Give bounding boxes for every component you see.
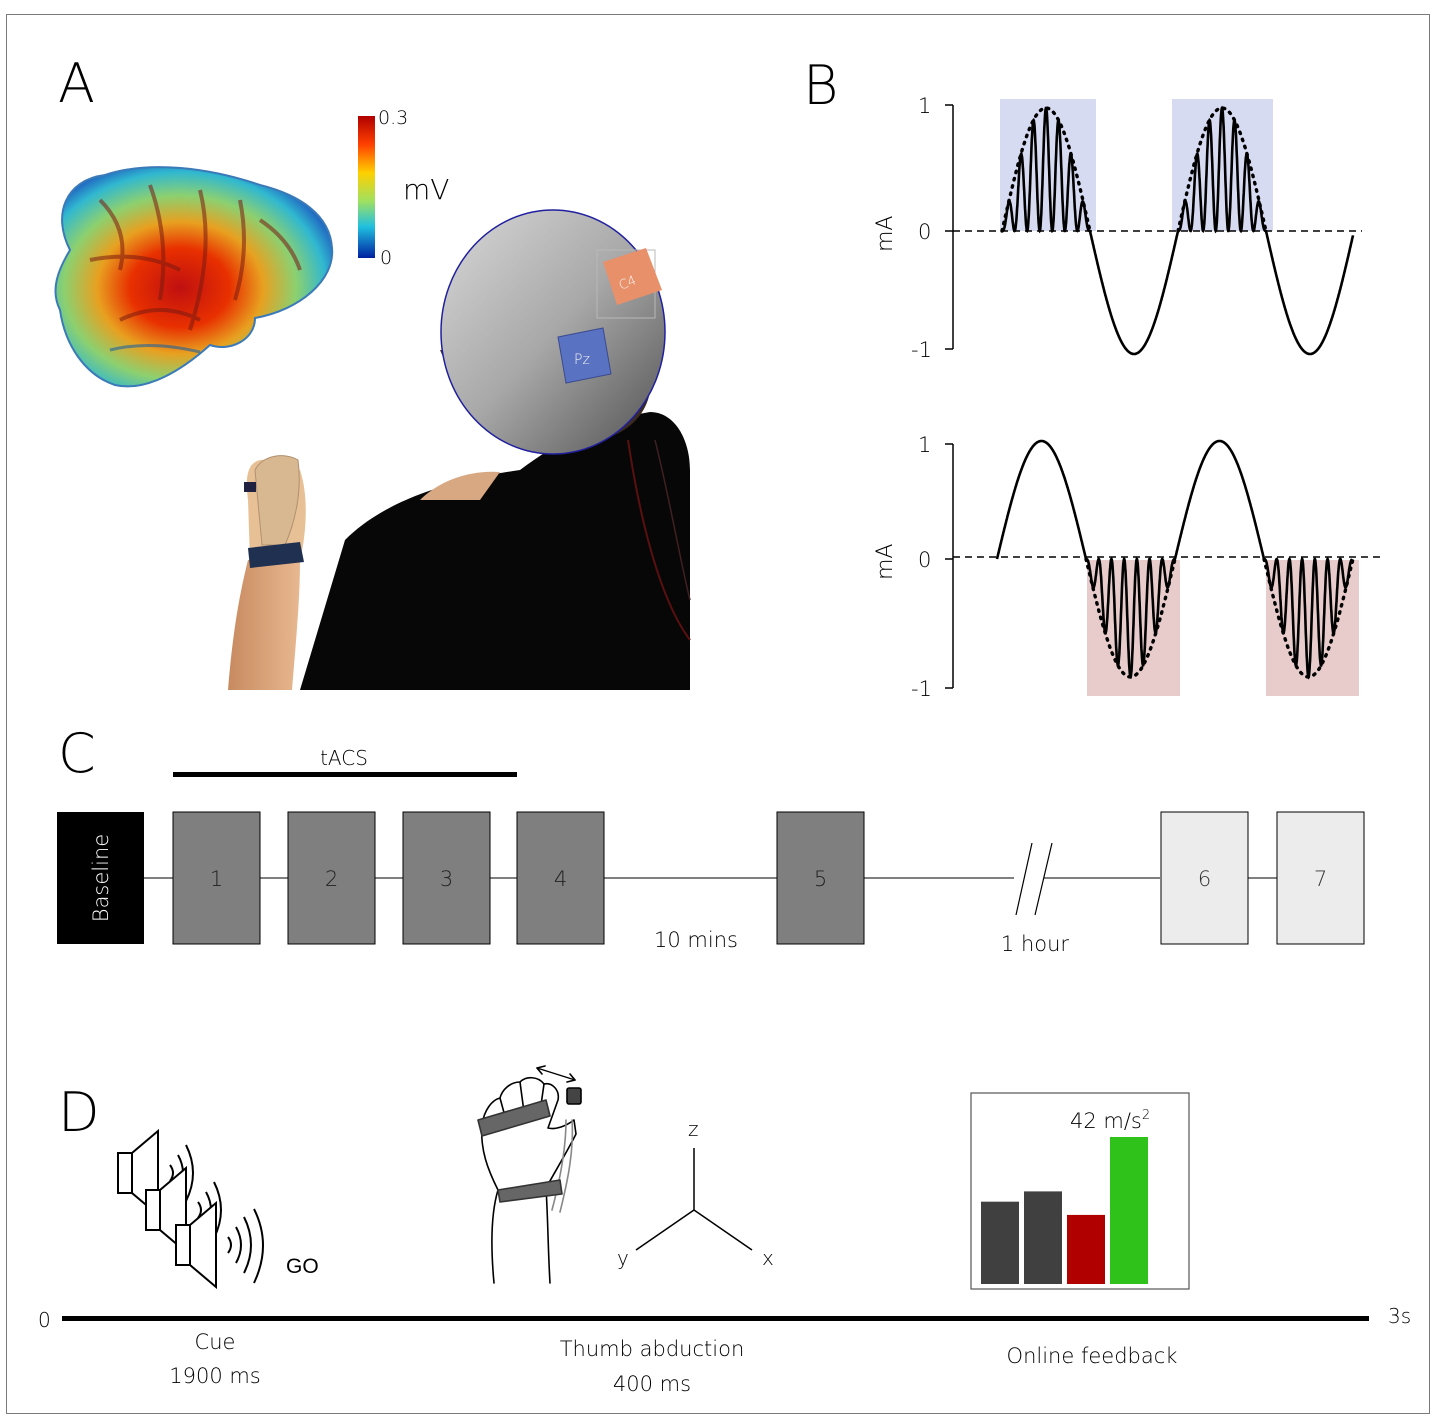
tick-label: 0 bbox=[918, 548, 931, 572]
waveform-line bbox=[1001, 105, 1355, 356]
feedback-bar bbox=[1024, 1191, 1062, 1284]
session-block-label: 6 bbox=[1198, 867, 1211, 891]
phase-name-feedback: Online feedback bbox=[1007, 1344, 1178, 1368]
y-axis-label: mA bbox=[873, 544, 898, 580]
phase-name-thumb: Thumb abduction bbox=[560, 1337, 745, 1361]
tick-label: -1 bbox=[911, 677, 932, 701]
trial-timeline bbox=[62, 1316, 1369, 1321]
colorbar-max-label: 0.3 bbox=[378, 107, 408, 129]
speaker-icon bbox=[175, 1200, 264, 1290]
session-block-label: 3 bbox=[440, 867, 453, 891]
tick-label: 0 bbox=[918, 220, 931, 244]
session-block-label: 2 bbox=[325, 867, 338, 891]
panel-label-c: C bbox=[58, 722, 96, 785]
tick-label: -1 bbox=[911, 338, 932, 362]
waveform-line bbox=[995, 439, 1353, 680]
gap-label-10-mins: 10 mins bbox=[654, 928, 738, 952]
go-label: GO bbox=[286, 1255, 319, 1278]
feedback-bar bbox=[1110, 1137, 1148, 1284]
xyz-axes-icon bbox=[635, 1148, 753, 1251]
session-block-7: 7 bbox=[1276, 811, 1365, 945]
phase-duration-thumb: 400 ms bbox=[613, 1372, 691, 1396]
panel-label-a: A bbox=[58, 52, 95, 115]
feedback-bar bbox=[981, 1201, 1019, 1284]
tacs-bar bbox=[173, 772, 517, 777]
gap-label-1-hour: 1 hour bbox=[1001, 932, 1070, 956]
feedback-value-label: 42 m/s2 bbox=[1070, 1108, 1150, 1133]
session-block-1: 1 bbox=[172, 811, 261, 945]
y-axis-label: mA bbox=[873, 216, 898, 252]
axis-z-label: z bbox=[688, 1117, 699, 1141]
electrode-c4: C4 bbox=[603, 248, 662, 305]
break-mark bbox=[1015, 842, 1033, 916]
session-block-3: 3 bbox=[402, 811, 491, 945]
feedback-bar bbox=[1067, 1214, 1105, 1284]
phase-duration-cue: 1900 ms bbox=[169, 1364, 261, 1388]
session-block-label: 5 bbox=[814, 867, 827, 891]
colorbar bbox=[358, 116, 375, 258]
session-block-label: 4 bbox=[554, 867, 567, 891]
tick-label: 1 bbox=[918, 94, 931, 118]
colorbar-min-label: 0 bbox=[380, 247, 392, 269]
electrode-c4-label: C4 bbox=[617, 273, 639, 293]
tacs-label: tACS bbox=[320, 746, 368, 770]
colorbar-unit-label: mV bbox=[403, 173, 449, 206]
session-block-2: 2 bbox=[287, 811, 376, 945]
session-block-5: 5 bbox=[776, 811, 865, 945]
session-block-label: 7 bbox=[1314, 867, 1327, 891]
axis-x-label: x bbox=[762, 1246, 774, 1270]
waveform-plot-bottom: 1 0 -1 mA bbox=[873, 433, 1382, 701]
axis-y-label: y bbox=[617, 1246, 629, 1270]
tick-label: 1 bbox=[918, 433, 931, 457]
hand-accelerometer-icon bbox=[477, 1065, 582, 1284]
baseline-label: Baseline bbox=[89, 834, 113, 922]
phase-name-cue: Cue bbox=[195, 1330, 236, 1354]
break-mark bbox=[1034, 842, 1053, 916]
figure-frame bbox=[6, 14, 1430, 1414]
panel-label-b: B bbox=[803, 54, 838, 117]
session-block-6: 6 bbox=[1160, 811, 1249, 945]
timeline-end-label: 3s bbox=[1388, 1304, 1411, 1328]
electrode-pz-label: Pz bbox=[574, 352, 590, 368]
brain-map-image bbox=[54, 166, 334, 388]
electrode-pz: Pz bbox=[557, 327, 612, 384]
timeline-start-label: 0 bbox=[38, 1308, 51, 1332]
session-block-4: 4 bbox=[516, 811, 605, 945]
panel-label-d: D bbox=[58, 1081, 100, 1144]
waveform-plot-top: 1 0 -1 mA bbox=[873, 94, 1362, 362]
baseline-block: Baseline bbox=[57, 812, 144, 944]
session-block-label: 1 bbox=[210, 867, 223, 891]
